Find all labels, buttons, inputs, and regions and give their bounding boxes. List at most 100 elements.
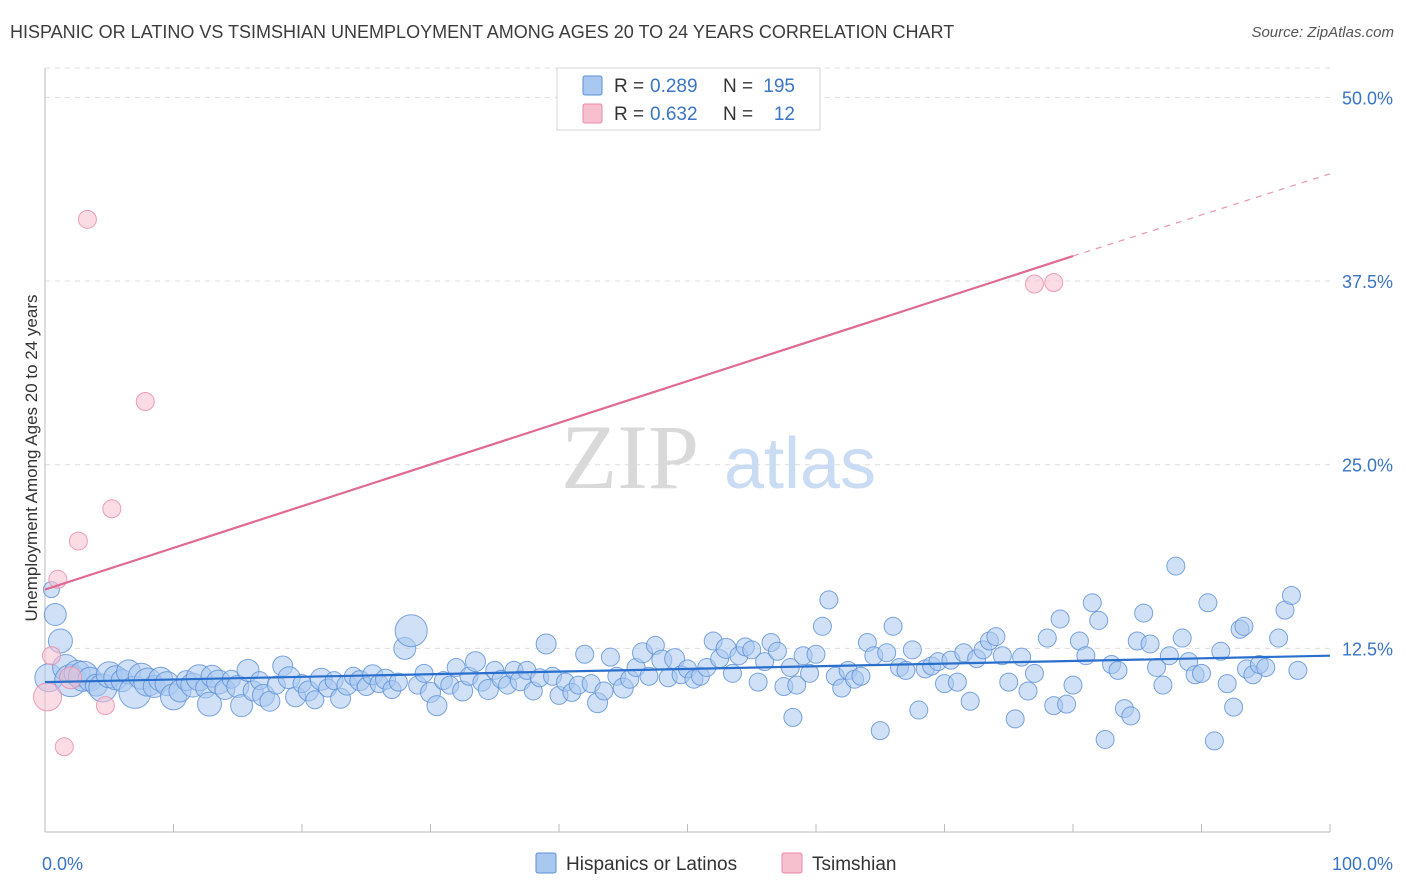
data-point-hispanic bbox=[305, 690, 325, 710]
data-point-hispanic bbox=[877, 643, 897, 663]
bottom-legend: Hispanics or Latinos Tsimshian bbox=[535, 852, 896, 875]
data-point-hispanic bbox=[639, 666, 659, 686]
data-point-hispanic bbox=[426, 695, 448, 717]
legend-n-value: 12 bbox=[774, 104, 795, 125]
data-point-hispanic bbox=[1063, 675, 1083, 695]
data-point-hispanic bbox=[1057, 694, 1077, 714]
data-point-tsimshian bbox=[68, 531, 88, 551]
data-point-tsimshian bbox=[135, 392, 155, 412]
data-point-hispanic bbox=[1217, 674, 1237, 694]
data-point-tsimshian bbox=[33, 682, 63, 712]
legend-box-swatch-pink bbox=[582, 103, 603, 124]
data-point-tsimshian bbox=[41, 646, 61, 666]
data-point-tsimshian bbox=[59, 666, 83, 690]
data-point-hispanic bbox=[230, 694, 254, 718]
data-point-hispanic bbox=[992, 646, 1012, 666]
trend-lines bbox=[44, 173, 1331, 684]
watermark-atlas: atlas bbox=[724, 424, 876, 504]
data-point-tsimshian bbox=[1024, 274, 1044, 294]
data-point-hispanic bbox=[1166, 556, 1186, 576]
legend-n-label: N = bbox=[723, 76, 753, 97]
data-point-hispanic bbox=[947, 672, 967, 692]
data-point-hispanic bbox=[1288, 660, 1308, 680]
data-point-hispanic bbox=[535, 633, 557, 655]
data-point-hispanic bbox=[1012, 647, 1032, 667]
data-point-hispanic bbox=[1281, 585, 1301, 605]
legend-label-hispanics: Hispanics or Latinos bbox=[566, 854, 737, 875]
legend-r-label: R = bbox=[614, 76, 644, 97]
legend-r-label: R = bbox=[614, 104, 644, 125]
watermark-zip: ZIP bbox=[561, 406, 699, 508]
data-point-hispanic bbox=[1037, 628, 1057, 648]
blue-points bbox=[34, 556, 1308, 751]
data-point-hispanic bbox=[388, 672, 408, 692]
data-point-tsimshian bbox=[54, 737, 74, 757]
data-point-hispanic bbox=[1256, 657, 1276, 677]
data-point-hispanic bbox=[999, 672, 1019, 692]
data-point-hispanic bbox=[1050, 609, 1070, 629]
data-point-hispanic bbox=[1005, 709, 1025, 729]
source-label: Source: ZipAtlas.com bbox=[1251, 24, 1394, 41]
data-point-hispanic bbox=[1211, 641, 1231, 661]
data-point-hispanic bbox=[1198, 593, 1218, 613]
data-point-hispanic bbox=[902, 640, 922, 660]
data-point-hispanic bbox=[783, 707, 803, 727]
data-point-hispanic bbox=[394, 614, 428, 648]
data-point-hispanic bbox=[896, 660, 916, 680]
chart-title: HISPANIC OR LATINO VS TSIMSHIAN UNEMPLOY… bbox=[10, 22, 955, 42]
data-point-hispanic bbox=[43, 603, 67, 627]
data-point-hispanic bbox=[819, 590, 839, 610]
data-point-hispanic bbox=[196, 691, 222, 717]
data-point-hispanic bbox=[1024, 663, 1044, 683]
trend-line-tsimshian bbox=[44, 255, 1074, 591]
legend-swatch-hispanics bbox=[535, 852, 557, 874]
data-point-tsimshian bbox=[1044, 273, 1064, 293]
data-point-hispanic bbox=[1269, 628, 1289, 648]
x-tick-labels: 0.0% 100.0% bbox=[42, 854, 1393, 874]
data-point-hispanic bbox=[870, 721, 890, 741]
data-point-hispanic bbox=[1018, 681, 1038, 701]
legend-n-label: N = bbox=[723, 104, 753, 125]
legend-box-swatch-blue bbox=[582, 75, 603, 96]
data-point-tsimshian bbox=[102, 499, 122, 519]
legend-box: R = 0.289 N = 195 R = 0.632 N = 12 bbox=[556, 67, 821, 131]
y-tick-label: 25.0% bbox=[1342, 456, 1393, 476]
x-tick-label: 0.0% bbox=[42, 854, 83, 874]
data-point-hispanic bbox=[1134, 603, 1154, 623]
data-point-hispanic bbox=[1095, 729, 1115, 749]
legend-label-tsimshian: Tsimshian bbox=[812, 854, 896, 875]
data-point-hispanic bbox=[594, 681, 614, 701]
data-point-hispanic bbox=[600, 647, 620, 667]
data-point-hispanic bbox=[575, 644, 595, 664]
trend-line-tsimshian-extension bbox=[1072, 173, 1331, 257]
data-point-hispanic bbox=[464, 651, 486, 673]
data-point-tsimshian bbox=[95, 696, 115, 716]
data-point-hispanic bbox=[960, 691, 980, 711]
data-point-hispanic bbox=[1192, 663, 1211, 683]
data-point-hispanic bbox=[1121, 706, 1141, 726]
data-point-hispanic bbox=[800, 663, 820, 683]
watermark: ZIP atlas bbox=[561, 406, 876, 508]
data-point-hispanic bbox=[851, 666, 871, 686]
data-point-hispanic bbox=[1159, 646, 1179, 666]
x-tick-label: 100.0% bbox=[1332, 854, 1393, 874]
data-point-hispanic bbox=[1204, 731, 1224, 751]
legend-r-value: 0.632 bbox=[650, 104, 698, 125]
data-point-hispanic bbox=[986, 627, 1006, 647]
legend-swatch-tsimshian bbox=[781, 852, 803, 874]
data-point-hispanic bbox=[812, 616, 832, 636]
data-point-hispanic bbox=[1076, 646, 1096, 666]
data-point-hispanic bbox=[806, 644, 826, 664]
data-point-tsimshian bbox=[77, 209, 97, 229]
data-point-hispanic bbox=[1108, 660, 1128, 680]
y-tick-label: 12.5% bbox=[1342, 639, 1393, 659]
y-tick-label: 50.0% bbox=[1342, 88, 1393, 108]
data-point-hispanic bbox=[748, 672, 768, 692]
trend-line-hispanics bbox=[44, 654, 1331, 684]
data-point-hispanic bbox=[1153, 675, 1173, 695]
data-point-hispanic bbox=[767, 641, 787, 661]
data-point-hispanic bbox=[883, 616, 903, 636]
data-point-hispanic bbox=[1082, 593, 1102, 613]
data-point-hispanic bbox=[742, 640, 762, 660]
